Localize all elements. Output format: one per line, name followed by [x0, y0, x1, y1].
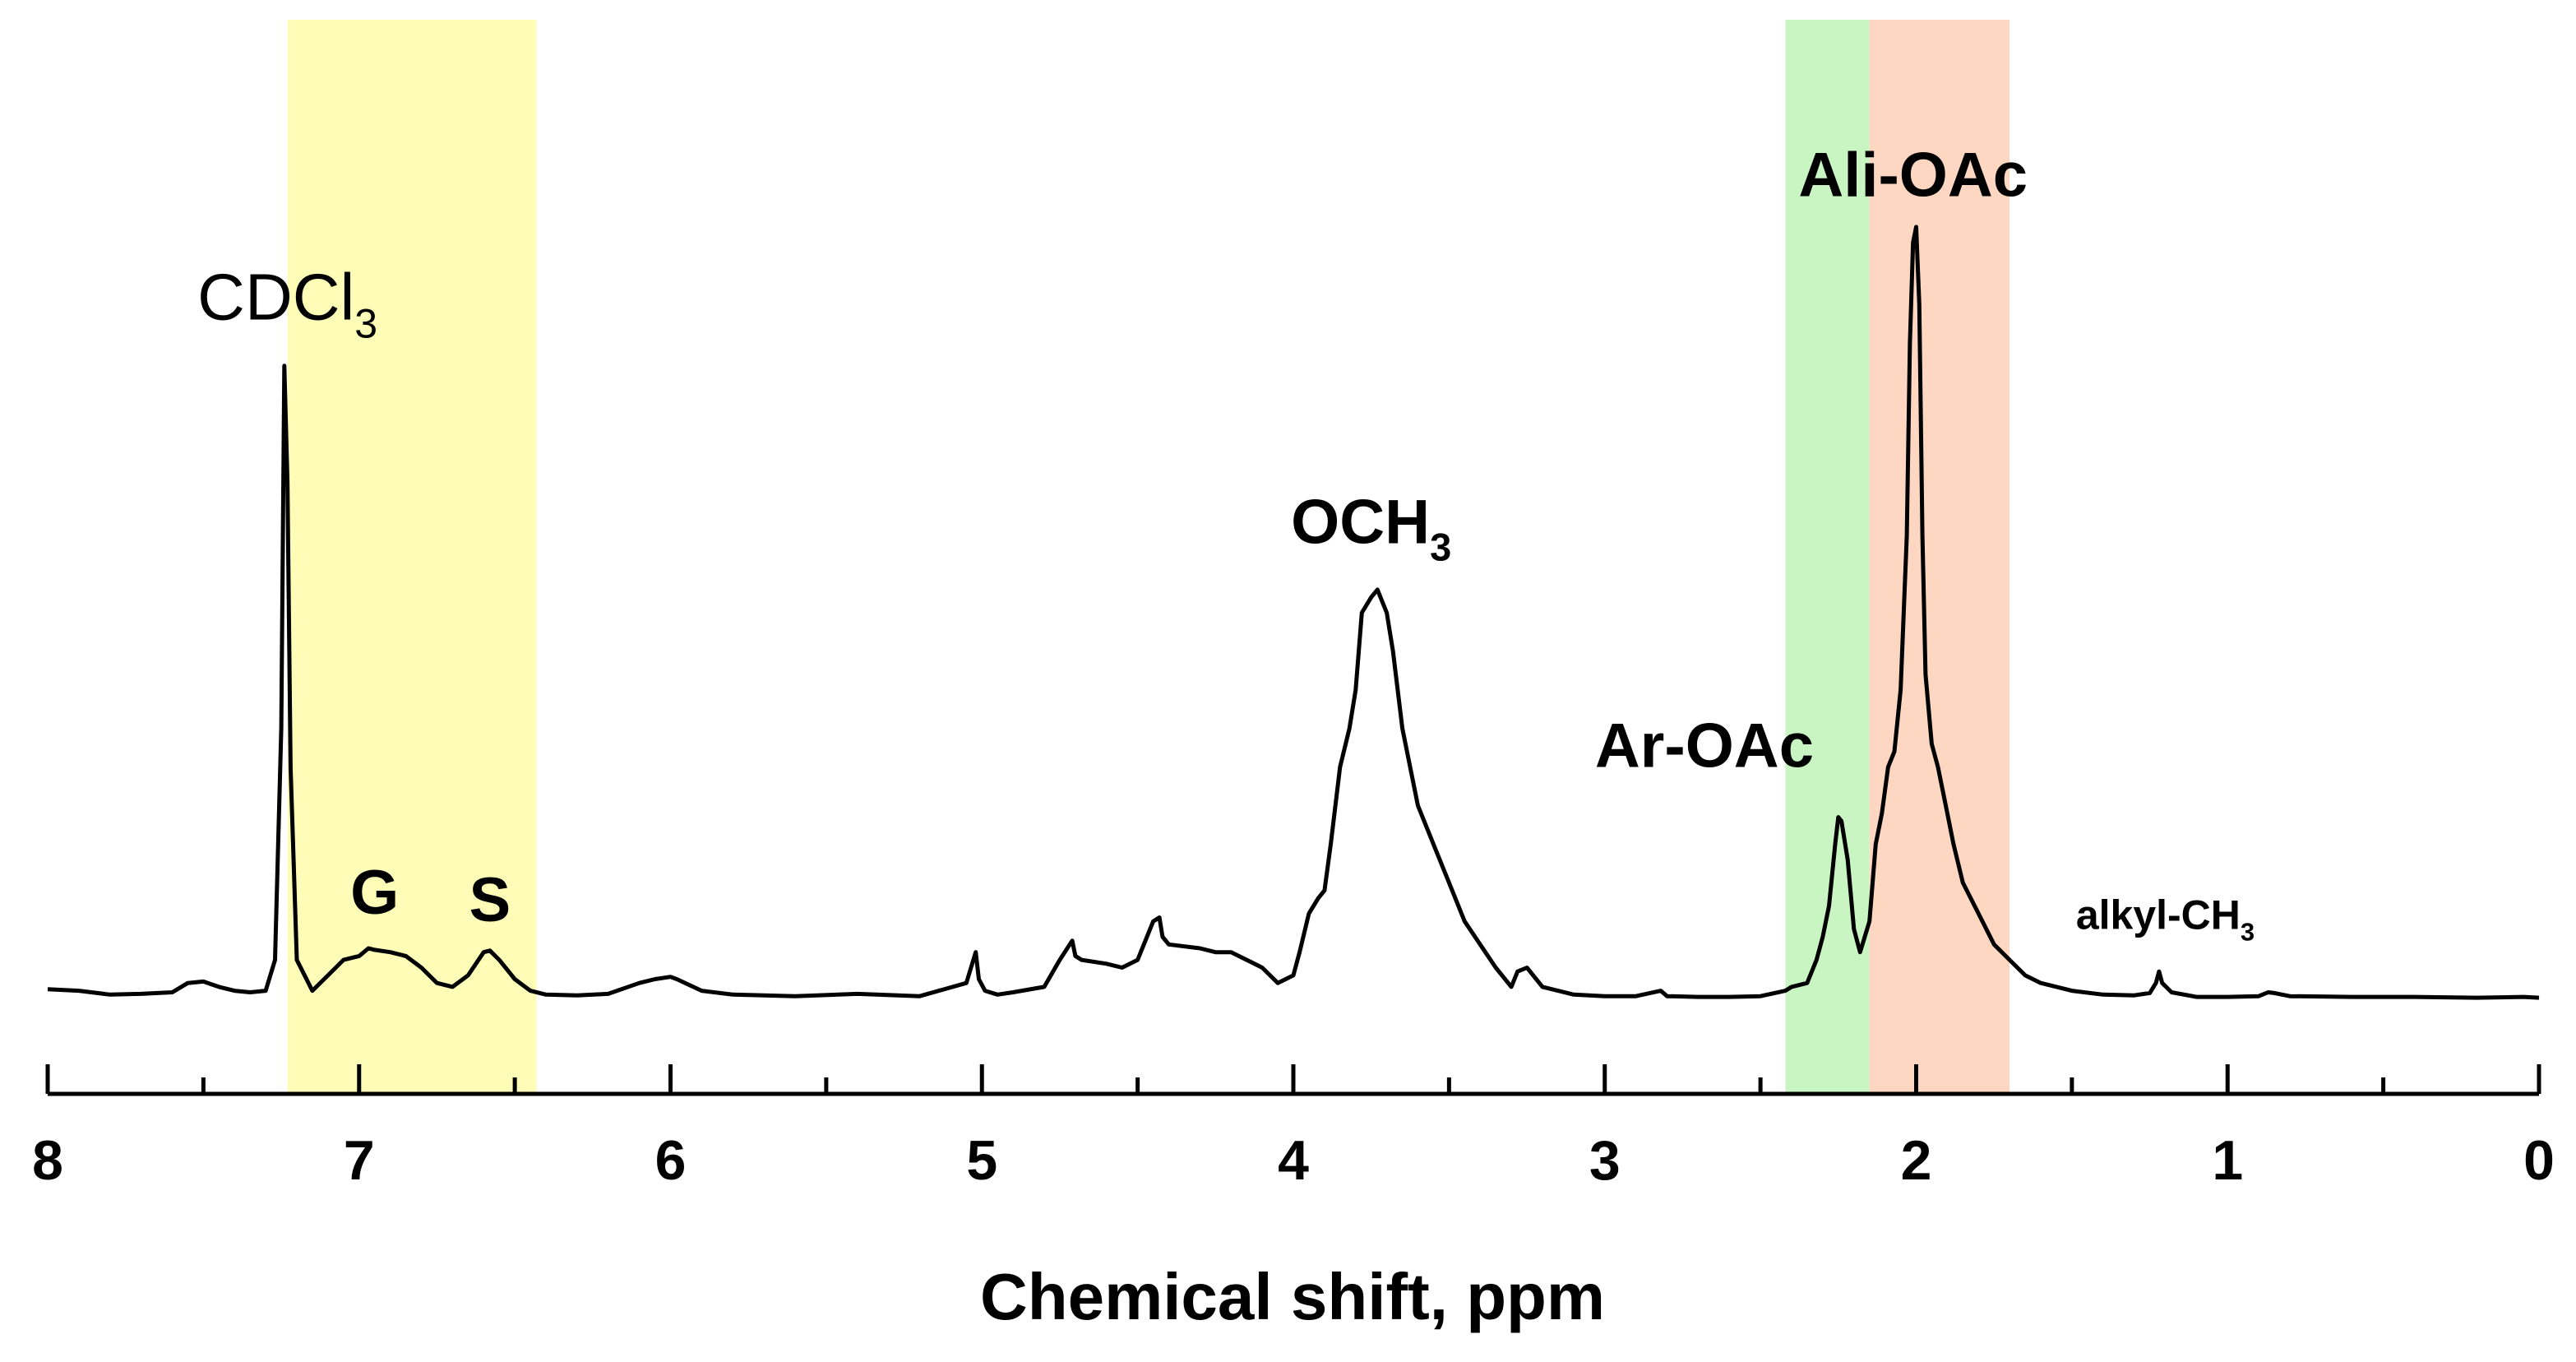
annotation-subscript: 3: [1430, 526, 1451, 569]
x-tick-label: 4: [1278, 1129, 1309, 1192]
annotation-ali-oac: Ali-OAc: [1798, 140, 2028, 210]
spectrum-line: [47, 225, 2540, 1000]
annotation-alkyl-ch: alkyl-CH3: [2076, 892, 2255, 947]
annotation-och: OCH3: [1291, 488, 1451, 569]
x-tick-label: 2: [1901, 1129, 1932, 1192]
annotation-s: S: [469, 865, 511, 935]
x-tick-label: 5: [966, 1129, 997, 1192]
peak-annotations: CDCl3 G S OCH3 Ar-OAc Ali-OAc alkyl-CH3: [197, 140, 2255, 946]
x-tick-label: 0: [2523, 1129, 2555, 1192]
x-tick-label: 3: [1589, 1129, 1621, 1192]
band-ali-oac: [1869, 20, 2010, 1094]
annotation-subscript: 3: [354, 301, 377, 347]
annotation-ar-oac: Ar-OAc: [1595, 711, 1814, 781]
annotation-subscript: 3: [2241, 918, 2255, 947]
annotation-g: G: [350, 858, 399, 928]
spectrum-series: [47, 225, 2540, 1000]
x-axis: 8 7 6 5 4 3 2 1 0: [32, 1064, 2555, 1192]
band-aromatic: [287, 20, 537, 1094]
annotation-cdcl: CDCl3: [197, 261, 377, 347]
highlight-bands: [287, 20, 2010, 1094]
x-tick-label: 7: [344, 1129, 375, 1192]
x-tick-label: 1: [2212, 1129, 2243, 1192]
x-axis-title: Chemical shift, ppm: [980, 1260, 1605, 1333]
x-tick-label: 6: [655, 1129, 687, 1192]
x-tick-label: 8: [32, 1129, 63, 1192]
